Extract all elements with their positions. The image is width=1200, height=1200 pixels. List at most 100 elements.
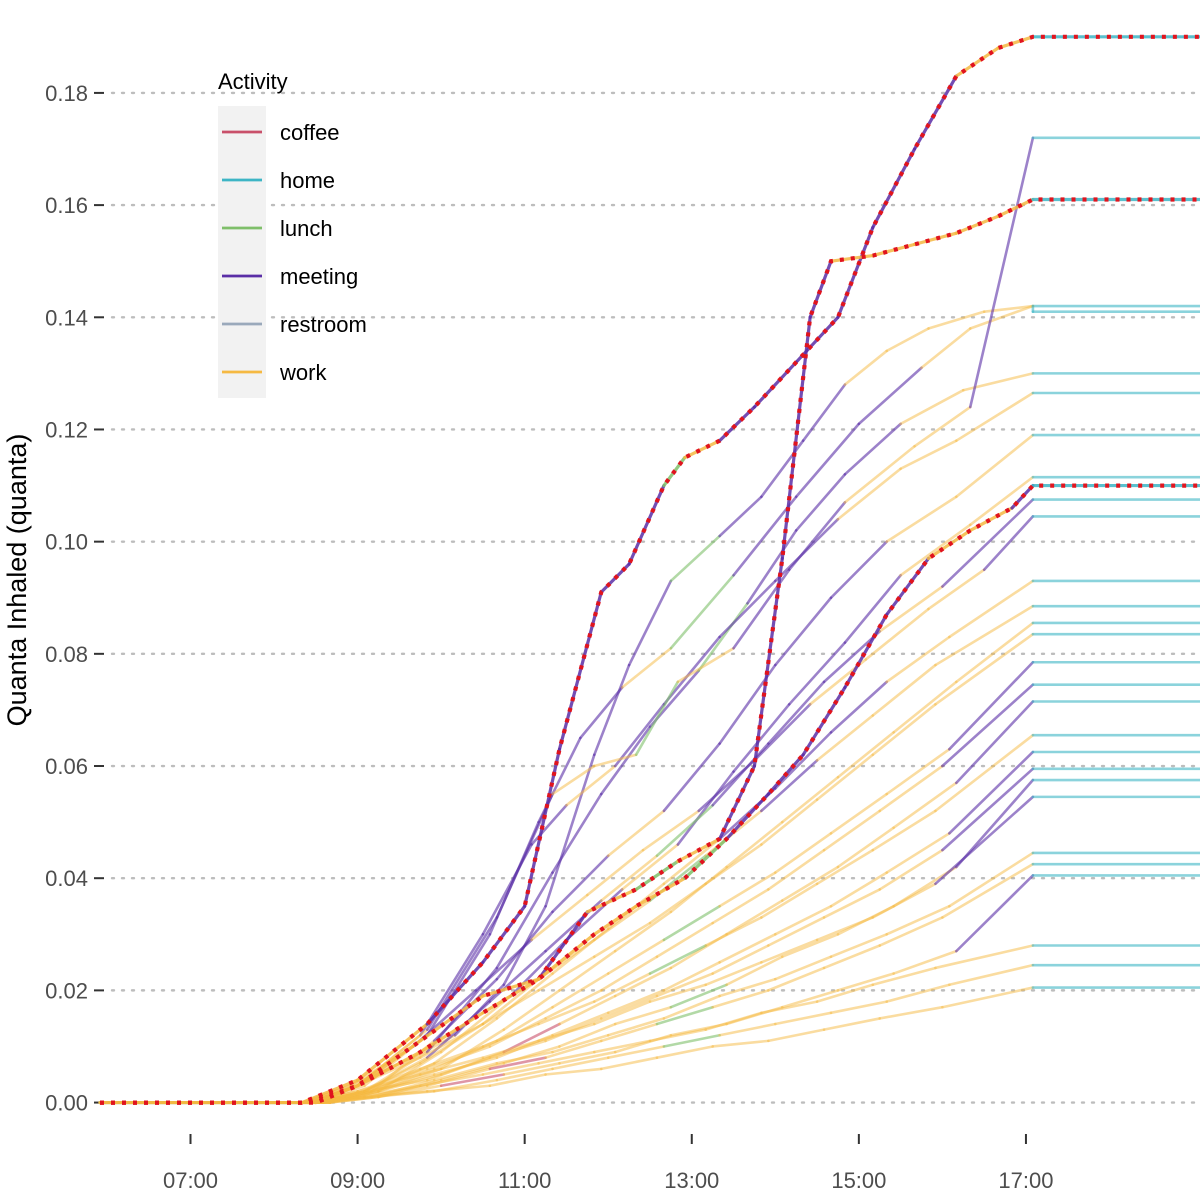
series-segment bbox=[941, 986, 1035, 1009]
series-segment bbox=[613, 966, 673, 998]
series-segment bbox=[829, 792, 889, 835]
series-segment bbox=[606, 989, 666, 1015]
series-segment bbox=[606, 1045, 666, 1059]
series-segment bbox=[599, 1022, 659, 1043]
series-segment bbox=[697, 602, 749, 672]
series-segment bbox=[551, 1011, 610, 1037]
series-segment bbox=[718, 579, 777, 639]
series-segment bbox=[885, 983, 951, 1003]
series-segment bbox=[913, 405, 972, 448]
series-segment bbox=[502, 1061, 561, 1076]
series-segment bbox=[829, 540, 889, 600]
series-segment bbox=[718, 871, 777, 908]
series-segment bbox=[871, 663, 937, 717]
series-segment bbox=[878, 848, 944, 891]
series-segment bbox=[774, 596, 833, 667]
series-segment bbox=[968, 475, 1035, 527]
series-segment bbox=[871, 809, 937, 852]
series-segment bbox=[613, 1005, 673, 1026]
series-segment bbox=[363, 1090, 429, 1099]
series-segment bbox=[885, 495, 958, 543]
y-tick-label: 0.08 bbox=[45, 642, 88, 667]
series-segment bbox=[774, 731, 833, 790]
series-segment bbox=[787, 501, 847, 571]
series-segment bbox=[760, 439, 805, 499]
series-segment bbox=[767, 680, 826, 745]
series-line bbox=[98, 604, 1200, 1104]
series-line bbox=[98, 304, 1200, 1104]
y-tick-label: 0.18 bbox=[45, 81, 88, 106]
series-segment bbox=[934, 632, 1035, 706]
series-segment bbox=[481, 989, 540, 1026]
x-tick-label: 09:00 bbox=[330, 1168, 385, 1193]
series-segment bbox=[746, 529, 798, 605]
series-segment bbox=[815, 916, 875, 942]
series-segment bbox=[593, 899, 652, 942]
series-segment bbox=[725, 955, 784, 987]
x-axis: 07:00 09:00 11:00 13:00 15:00 17:00 bbox=[163, 1134, 1053, 1193]
series-segment bbox=[760, 938, 819, 964]
series-segment bbox=[871, 703, 937, 757]
series-segment bbox=[557, 590, 603, 751]
series-segment bbox=[941, 683, 1035, 768]
series-segment bbox=[418, 1022, 485, 1059]
series-segment bbox=[648, 944, 707, 975]
series-segment bbox=[704, 961, 763, 987]
series-segment bbox=[767, 848, 826, 891]
series-segment bbox=[544, 1039, 603, 1059]
series-segment bbox=[836, 826, 895, 869]
series-line bbox=[98, 304, 1200, 1104]
series-line bbox=[98, 986, 1200, 1104]
series-segment bbox=[885, 832, 951, 874]
series-segment bbox=[857, 366, 923, 426]
series-segment bbox=[878, 1005, 944, 1020]
series-segment bbox=[655, 972, 714, 998]
y-tick-label: 0.00 bbox=[45, 1091, 88, 1116]
series-segment bbox=[829, 871, 889, 908]
series-segment bbox=[676, 770, 735, 846]
series-segment bbox=[711, 944, 770, 975]
series-segment bbox=[780, 932, 840, 959]
series-segment bbox=[599, 854, 659, 902]
series-segment bbox=[711, 1039, 770, 1048]
series-segment bbox=[934, 604, 1035, 667]
highlighted-series-layer bbox=[98, 34, 1200, 1105]
series-segment bbox=[843, 349, 889, 386]
series-line bbox=[98, 767, 1200, 1104]
series-segment bbox=[669, 534, 721, 583]
series-segment bbox=[927, 568, 986, 611]
series-segment bbox=[815, 848, 875, 886]
series-segment bbox=[948, 579, 1035, 639]
series-segment bbox=[537, 1050, 596, 1065]
series-segment bbox=[767, 966, 826, 992]
series-segment bbox=[968, 304, 1035, 330]
series-segment bbox=[753, 703, 812, 762]
series-segment bbox=[774, 832, 833, 874]
series-segment bbox=[662, 837, 721, 886]
series-segment bbox=[948, 660, 1035, 751]
series-segment bbox=[593, 1000, 652, 1026]
y-tick-label: 0.02 bbox=[45, 978, 88, 1003]
series-segment bbox=[767, 916, 826, 947]
series-segment bbox=[711, 989, 770, 1009]
series-segment bbox=[481, 977, 540, 1026]
series-segment bbox=[655, 921, 714, 959]
highlighted-series bbox=[98, 197, 1200, 1105]
series-segment bbox=[892, 680, 958, 734]
series-segment bbox=[669, 983, 728, 1009]
series-segment bbox=[565, 764, 617, 807]
series-segment bbox=[530, 803, 568, 846]
series-segment bbox=[718, 764, 757, 841]
series-segment bbox=[314, 1095, 366, 1104]
series-segment bbox=[760, 882, 819, 919]
series-segment bbox=[941, 498, 1035, 588]
series-segment bbox=[732, 495, 798, 577]
legend-label-restroom: restroom bbox=[280, 312, 367, 337]
y-tick-label: 0.12 bbox=[45, 417, 88, 442]
series-segment bbox=[899, 523, 972, 577]
series-segment bbox=[425, 1045, 492, 1071]
series-segment bbox=[551, 792, 603, 874]
series-segment bbox=[655, 803, 714, 858]
series-segment bbox=[697, 759, 756, 813]
